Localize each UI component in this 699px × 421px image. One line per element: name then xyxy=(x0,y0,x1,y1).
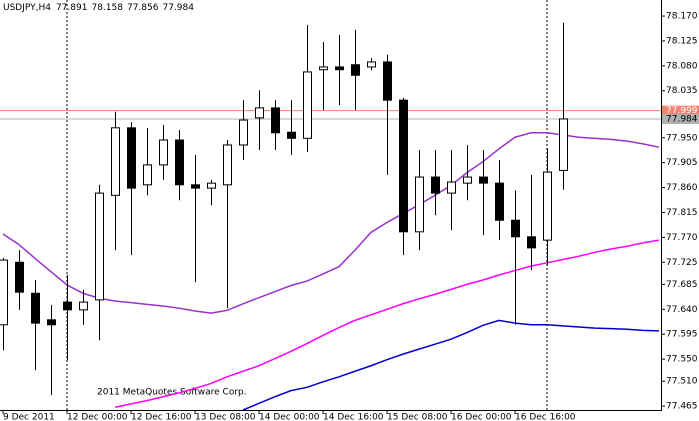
candle-body xyxy=(319,66,328,71)
y-tick-label: 78.080 xyxy=(666,61,698,71)
candle-body xyxy=(271,107,280,134)
x-tick-label: 12 Dec 16:00 xyxy=(131,413,192,421)
candle-body xyxy=(479,176,488,184)
candle-body xyxy=(287,131,296,139)
candle-body xyxy=(111,127,120,196)
y-tick-label: 77.550 xyxy=(666,355,698,365)
low-value: 77.856 xyxy=(127,3,159,13)
candle-body xyxy=(47,319,56,326)
candle-body xyxy=(351,64,360,76)
y-tick-label: 78.125 xyxy=(666,36,698,46)
y-tick-label: 77.685 xyxy=(666,280,698,290)
candle-body xyxy=(303,71,312,139)
x-tick-label: 12 Dec 00:00 xyxy=(67,413,128,421)
candle-body xyxy=(223,144,232,186)
y-tick-label: 77.860 xyxy=(666,183,698,193)
watermark: 2011 MetaQuotes Software Corp. xyxy=(97,388,247,398)
candle-body xyxy=(127,127,136,189)
candle-body xyxy=(559,118,568,171)
indicator-line xyxy=(114,239,660,408)
x-tick-label: 16 Dec 16:00 xyxy=(515,413,576,421)
candle-body xyxy=(383,61,392,101)
x-tick-label: 9 Dec 2011 xyxy=(3,413,55,421)
open-value: 77.891 xyxy=(56,3,88,13)
indicator-line xyxy=(2,132,660,314)
close-value: 77.984 xyxy=(162,3,194,13)
y-tick-label: 78.170 xyxy=(666,12,698,22)
candle-body xyxy=(511,219,520,238)
y-tick-label: 77.950 xyxy=(666,133,698,143)
candle-body xyxy=(191,184,200,189)
candle-body xyxy=(527,236,536,249)
candle-body xyxy=(15,261,24,293)
price-label-box xyxy=(662,105,699,116)
price-label-box xyxy=(662,113,699,124)
candle-body xyxy=(0,259,8,326)
x-tick-label: 13 Dec 08:00 xyxy=(195,413,256,421)
candle-body xyxy=(175,139,184,186)
high-value: 78.158 xyxy=(91,3,123,13)
y-tick-label: 77.465 xyxy=(666,402,698,412)
candle-body xyxy=(79,301,88,311)
y-tick-label: 77.640 xyxy=(666,305,698,315)
candle-body xyxy=(543,171,552,241)
candle-body xyxy=(335,66,344,71)
y-tick-label: 77.725 xyxy=(666,258,698,268)
y-tick-label: 77.905 xyxy=(666,158,698,168)
candle-body xyxy=(207,182,216,189)
candle-body xyxy=(95,192,104,301)
candle-body xyxy=(367,61,376,68)
candle-body xyxy=(143,164,152,186)
candle-body xyxy=(463,176,472,184)
candle-body xyxy=(431,176,440,194)
candle-body xyxy=(159,139,168,166)
candle-body xyxy=(239,119,248,146)
x-tick-label: 14 Dec 16:00 xyxy=(323,413,384,421)
indicator-line xyxy=(242,319,660,411)
x-tick-label: 16 Dec 00:00 xyxy=(451,413,512,421)
candle-body xyxy=(399,99,408,233)
y-tick-label: 77.815 xyxy=(666,208,698,218)
y-tick-label: 77.510 xyxy=(666,377,698,387)
y-tick-label: 77.595 xyxy=(666,330,698,340)
symbol: USDJPY,H4 xyxy=(3,3,51,13)
y-tick-label: 77.770 xyxy=(666,233,698,243)
x-tick-label: 14 Dec 00:00 xyxy=(259,413,320,421)
price-label: 77.999 xyxy=(666,106,698,116)
candle-body xyxy=(255,107,264,119)
candle-body xyxy=(31,292,40,324)
candle-body xyxy=(495,182,504,221)
x-tick-label: 15 Dec 08:00 xyxy=(387,413,448,421)
candle-body xyxy=(447,181,456,194)
candle-body xyxy=(63,301,72,311)
header: USDJPY,H4 77.891 78.158 77.856 77.984 xyxy=(3,3,194,13)
y-tick-label: 78.035 xyxy=(666,86,698,96)
price-label: 77.984 xyxy=(666,114,698,124)
candle-body xyxy=(415,176,424,233)
